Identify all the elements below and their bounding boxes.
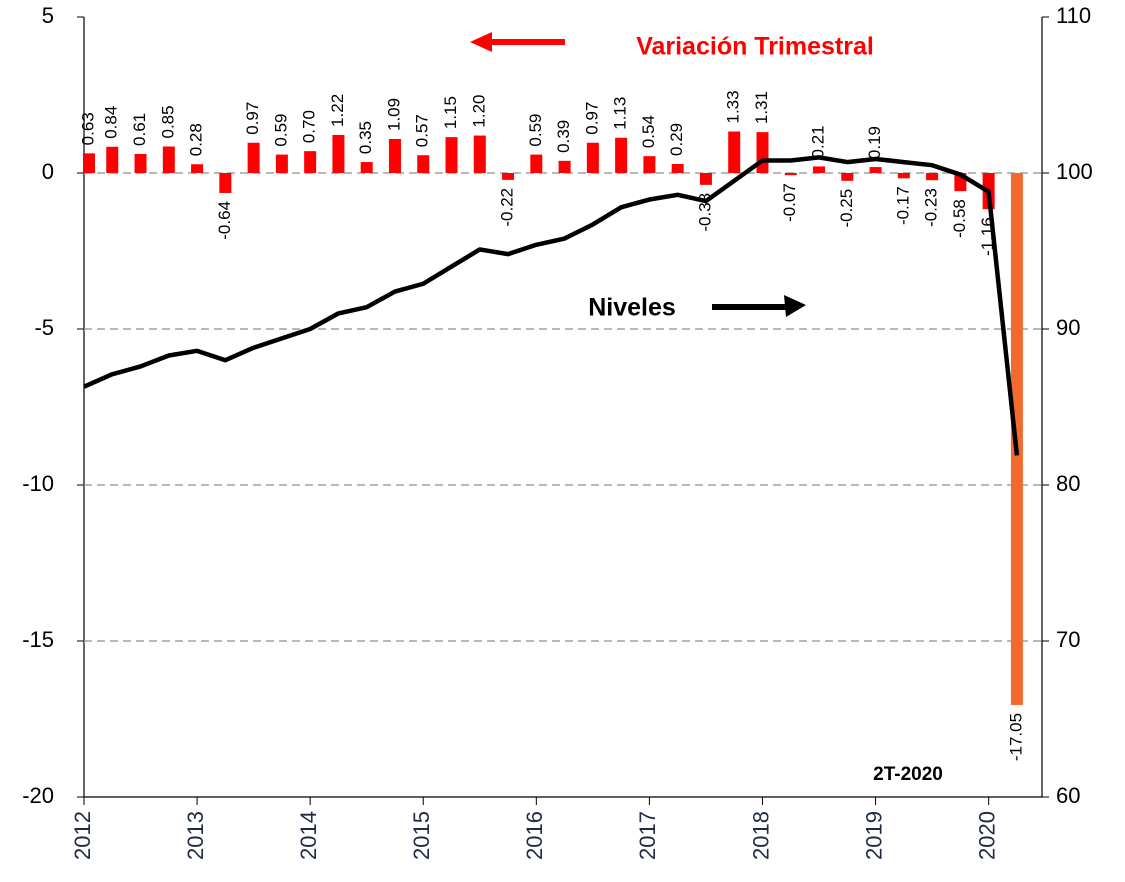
value-label: 0.70 (300, 110, 319, 143)
value-label: 0.39 (554, 120, 573, 153)
annotation: 2T-2020 (873, 764, 943, 785)
y2-tick-label: 80 (1056, 471, 1080, 496)
bar (417, 155, 430, 173)
y-tick-label: 0 (42, 159, 54, 184)
line-series-label: Niveles (588, 294, 676, 322)
value-label: -0.22 (498, 188, 517, 227)
bar (813, 166, 826, 173)
value-label: -0.38 (695, 193, 714, 232)
bar (643, 156, 656, 173)
bar (841, 173, 854, 181)
y-tick-label: -5 (34, 315, 54, 340)
value-label: -17.05 (1006, 713, 1025, 761)
bar (558, 160, 571, 173)
bar (586, 142, 599, 173)
value-label: 0.57 (413, 114, 432, 147)
bar (162, 146, 175, 173)
value-label: 1.13 (611, 97, 630, 130)
bar (445, 137, 458, 173)
arrow-head (470, 32, 492, 52)
value-label: 0.61 (130, 113, 149, 146)
value-label: 1.31 (752, 91, 771, 124)
bar (756, 132, 769, 173)
bar (247, 142, 260, 173)
value-label: -0.07 (780, 183, 799, 222)
value-label: -0.25 (837, 189, 856, 228)
value-label: 1.09 (384, 98, 403, 131)
x-tick-label: 2013 (183, 811, 208, 860)
bar (926, 173, 939, 181)
value-label: -0.64 (215, 201, 234, 240)
arrow-head (784, 295, 806, 317)
x-tick-label: 2019 (861, 811, 886, 860)
bar (699, 173, 712, 185)
bar (304, 151, 317, 173)
bar (83, 153, 95, 173)
value-label: 0.97 (582, 102, 601, 135)
x-tick-label: 2016 (522, 811, 547, 860)
bar (530, 154, 543, 173)
bar (106, 146, 119, 173)
bar (473, 135, 486, 173)
value-label: -0.58 (950, 199, 969, 238)
y2-tick-label: 110 (1056, 3, 1091, 28)
value-label: 0.19 (865, 126, 884, 159)
y2-tick-label: 100 (1056, 159, 1093, 184)
value-label: 0.54 (639, 115, 658, 148)
bar (219, 173, 232, 193)
bar (784, 173, 797, 176)
bar (388, 138, 401, 173)
value-label: 1.20 (469, 94, 488, 127)
y2-tick-label: 90 (1056, 315, 1080, 340)
x-tick-label: 2017 (635, 811, 660, 860)
value-label: 0.59 (271, 113, 290, 146)
bar-series-label: Variación Trimestral (636, 33, 874, 61)
bar (191, 164, 204, 173)
bar (897, 173, 910, 179)
value-label: 0.21 (809, 125, 828, 158)
value-label: 0.29 (667, 123, 686, 156)
y-tick-label: 5 (42, 3, 54, 28)
bar (728, 131, 741, 173)
x-tick-label: 2015 (409, 811, 434, 860)
x-tick-label: 2014 (296, 811, 321, 860)
y2-tick-label: 70 (1056, 627, 1080, 652)
y-tick-label: -10 (22, 471, 54, 496)
bar (869, 167, 882, 173)
bar (502, 173, 515, 180)
plot: -20 -15 -10 -5 0 5 60 70 80 90 100 110 2012 2013 2014 2… (22, 3, 1093, 860)
value-label: 0.84 (102, 106, 121, 139)
y-tick-label: -20 (22, 783, 54, 808)
value-label: 1.15 (441, 96, 460, 129)
value-label: -0.17 (893, 186, 912, 225)
y-tick-label: -15 (22, 627, 54, 652)
x-tick-label: 2020 (974, 811, 999, 860)
bar (332, 134, 345, 173)
value-label: 0.97 (243, 102, 262, 135)
value-label: 0.59 (526, 113, 545, 146)
bar (671, 163, 684, 173)
value-label: 0.63 (78, 112, 97, 145)
value-label: -0.23 (922, 188, 941, 227)
value-label: 0.35 (356, 121, 375, 154)
bar (275, 154, 288, 173)
bar (360, 162, 373, 173)
value-label: 1.22 (328, 94, 347, 127)
x-tick-label: 2012 (70, 811, 95, 860)
value-label: 0.85 (158, 105, 177, 138)
x-tick-label: 2018 (748, 811, 773, 860)
line (83, 155, 1020, 456)
value-label: 1.33 (724, 90, 743, 123)
y2-tick-label: 60 (1056, 783, 1080, 808)
bar (134, 153, 147, 173)
value-label: 0.28 (187, 123, 206, 156)
bar (615, 137, 628, 173)
